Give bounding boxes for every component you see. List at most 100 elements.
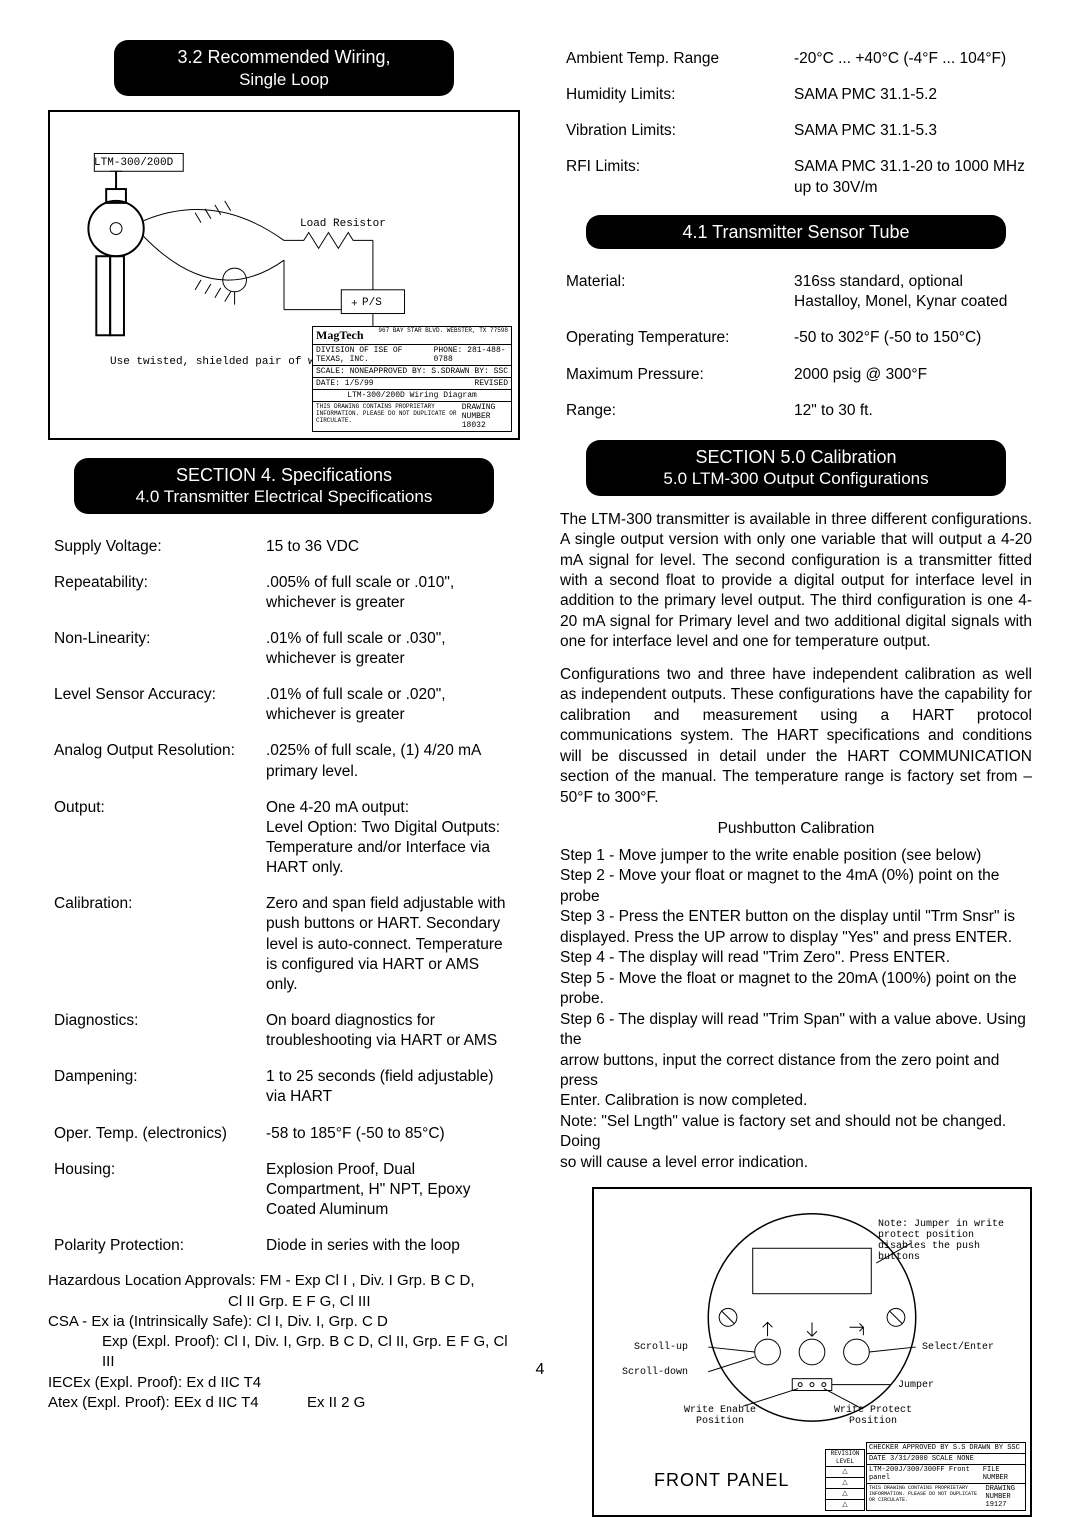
env-value: SAMA PMC 31.1-20 to 1000 MHz up to 30V/m <box>764 150 1030 204</box>
env-row: Humidity Limits:SAMA PMC 31.1-5.2 <box>562 78 1030 112</box>
front-title-block: CHECKER APPROVED BY S.S DRAWN BY SSC DAT… <box>866 1442 1026 1511</box>
spec-key: Oper. Temp. (electronics) <box>50 1117 260 1151</box>
pushbutton-cal-head: Pushbutton Calibration <box>560 820 1032 838</box>
tb-addr: 967 BAY STAR BLVD. WEBSTER, TX 77598 <box>378 328 508 343</box>
appr-l2: Cl II Grp. E F G, Cl III <box>48 1292 520 1312</box>
page-number: 4 <box>536 1361 545 1379</box>
diagram-note: Use twisted, shielded pair of wires <box>110 356 341 368</box>
spec-key: Polarity Protection: <box>50 1229 260 1263</box>
tube-row: Material:316ss standard, optional Hastal… <box>562 265 1030 319</box>
ftb-desc: LTM-200J/300/300FF Front panel <box>869 1466 979 1482</box>
spec-row: Polarity Protection:Diode in series with… <box>50 1229 518 1263</box>
tube-key: Operating Temperature: <box>562 321 762 355</box>
spec-key: Non-Linearity: <box>50 622 260 676</box>
step-6c: Enter. Calibration is now completed. <box>560 1091 1032 1111</box>
spec-value: .01% of full scale or .020", whichever i… <box>262 678 518 732</box>
tube-value: 2000 psig @ 300°F <box>764 358 1030 392</box>
tube-key: Maximum Pressure: <box>562 358 762 392</box>
step-noteb: so will cause a level error indication. <box>560 1153 1032 1173</box>
diagram-title-block: MagTech 967 BAY STAR BLVD. WEBSTER, TX 7… <box>312 326 512 432</box>
right-column: Ambient Temp. Range-20°C ... +40°C (-4°F… <box>560 40 1032 1517</box>
spec-key: Supply Voltage: <box>50 530 260 564</box>
step-3b: displayed. Press the UP arrow to display… <box>560 928 1032 948</box>
header-4-1: 4.1 Transmitter Sensor Tube <box>586 215 1006 250</box>
spec-row: Housing:Explosion Proof, Dual Compartmen… <box>50 1153 518 1227</box>
spec-value: On board diagnostics for troubleshooting… <box>262 1004 518 1058</box>
front-wep: Write Enable Position <box>684 1405 756 1427</box>
tube-row: Range:12" to 30 ft. <box>562 394 1030 428</box>
tb-coline: DIVISION OF ISE OF TEXAS, INC. <box>316 346 434 364</box>
tube-key: Material: <box>562 265 762 319</box>
spec-row: Supply Voltage:15 to 36 VDC <box>50 530 518 564</box>
header-4-1-text: 4.1 Transmitter Sensor Tube <box>682 222 909 242</box>
header-5-line1: SECTION 5.0 Calibration <box>600 446 992 469</box>
front-wpp: Write Protect Position <box>834 1405 912 1427</box>
cal-steps: Step 1 - Move jumper to the write enable… <box>560 846 1032 1173</box>
step-6b: arrow buttons, input the correct distanc… <box>560 1051 1032 1092</box>
env-value: -20°C ... +40°C (-4°F ... 104°F) <box>764 42 1030 76</box>
ftb-checker: CHECKER <box>869 1444 898 1452</box>
header-3-2-line1: 3.2 Recommended Wiring, <box>128 46 440 69</box>
appr-l1: Hazardous Location Approvals: FM - Exp C… <box>48 1271 520 1291</box>
step-4: Step 4 - The display will read "Trim Zer… <box>560 948 1032 968</box>
appr-l4: Exp (Expl. Proof): Cl I, Div. I, Grp. B … <box>48 1332 520 1373</box>
step-note: Note: "Sel Lngth" value is factory set a… <box>560 1112 1032 1153</box>
tb-scale: SCALE: NONE <box>316 367 369 376</box>
front-note: Note: Jumper in write protect position d… <box>878 1219 1018 1263</box>
tube-value: 12" to 30 ft. <box>764 394 1030 428</box>
tb-drawn: DRAWN BY: SSC <box>446 367 508 376</box>
front-jumper: Jumper <box>898 1380 934 1391</box>
spec-key: Diagnostics: <box>50 1004 260 1058</box>
spec-value: Zero and span field adjustable with push… <box>262 887 518 1002</box>
front-scroll-down: Scroll-down <box>622 1367 688 1378</box>
env-row: RFI Limits:SAMA PMC 31.1-20 to 1000 MHz … <box>562 150 1030 204</box>
tb-date: DATE: 1/5/99 <box>316 379 374 388</box>
config-para-1: The LTM-300 transmitter is available in … <box>560 510 1032 653</box>
spec-value: .01% of full scale or .030", whichever i… <box>262 622 518 676</box>
spec-value: 1 to 25 seconds (field adjustable) via H… <box>262 1060 518 1114</box>
tube-row: Maximum Pressure:2000 psig @ 300°F <box>562 358 1030 392</box>
spec-row: Diagnostics:On board diagnostics for tro… <box>50 1004 518 1058</box>
header-3-2-line2: Single Loop <box>128 69 440 90</box>
tb-prop: THIS DRAWING CONTAINS PROPRIETARY INFORM… <box>316 403 462 430</box>
ftb-scale: SCALE NONE <box>932 1455 974 1463</box>
spec-row: Non-Linearity:.01% of full scale or .030… <box>50 622 518 676</box>
diagram-load-label: Load Resistor <box>300 218 386 230</box>
tb-phone: PHONE: 281-488-0788 <box>434 346 508 364</box>
rev-label: REVISION LEVEL <box>826 1450 864 1467</box>
svg-text:+: + <box>351 298 358 310</box>
tb-title: LTM-300/200D Wiring Diagram <box>347 391 477 400</box>
tb-approved: APPROVED BY: S.S <box>369 367 446 376</box>
ftb-prop: THIS DRAWING CONTAINS PROPRIETARY INFORM… <box>869 1485 982 1509</box>
electrical-specs-table: Supply Voltage:15 to 36 VDCRepeatability… <box>48 528 520 1266</box>
env-value: SAMA PMC 31.1-5.3 <box>764 114 1030 148</box>
spec-value: Diode in series with the loop <box>262 1229 518 1263</box>
header-4-line2: 4.0 Transmitter Electrical Specification… <box>88 486 480 507</box>
header-4-line1: SECTION 4. Specifications <box>88 464 480 487</box>
appr-l3: CSA - Ex ia (Intrinsically Safe): Cl I, … <box>48 1312 520 1332</box>
front-panel-title: FRONT PANEL <box>654 1470 789 1491</box>
step-5: Step 5 - Move the float or magnet to the… <box>560 969 1032 989</box>
spec-row: Dampening:1 to 25 seconds (field adjusta… <box>50 1060 518 1114</box>
tube-row: Operating Temperature:-50 to 302°F (-50 … <box>562 321 1030 355</box>
spec-value: One 4-20 mA output: Level Option: Two Di… <box>262 791 518 886</box>
spec-row: Output:One 4-20 mA output: Level Option:… <box>50 791 518 886</box>
tube-value: 316ss standard, optional Hastalloy, Mone… <box>764 265 1030 319</box>
front-panel-diagram: Note: Jumper in write protect position d… <box>592 1187 1032 1517</box>
tube-value: -50 to 302°F (-50 to 150°C) <box>764 321 1030 355</box>
diagram-model-label: LTM-300/200D <box>94 157 173 169</box>
front-scroll-up: Scroll-up <box>634 1342 688 1353</box>
spec-value: 15 to 36 VDC <box>262 530 518 564</box>
ftb-file: FILE NUMBER <box>983 1466 1023 1482</box>
spec-key: Level Sensor Accuracy: <box>50 678 260 732</box>
env-row: Vibration Limits:SAMA PMC 31.1-5.3 <box>562 114 1030 148</box>
step-1: Step 1 - Move jumper to the write enable… <box>560 846 1032 866</box>
spec-row: Oper. Temp. (electronics)-58 to 185°F (-… <box>50 1117 518 1151</box>
spec-key: Repeatability: <box>50 566 260 620</box>
spec-value: Explosion Proof, Dual Compartment, H" NP… <box>262 1153 518 1227</box>
spec-row: Repeatability:.005% of full scale or .01… <box>50 566 518 620</box>
spec-key: Dampening: <box>50 1060 260 1114</box>
spec-value: .005% of full scale or .010", whichever … <box>262 566 518 620</box>
env-key: Ambient Temp. Range <box>562 42 762 76</box>
header-5: SECTION 5.0 Calibration 5.0 LTM-300 Outp… <box>586 440 1006 496</box>
